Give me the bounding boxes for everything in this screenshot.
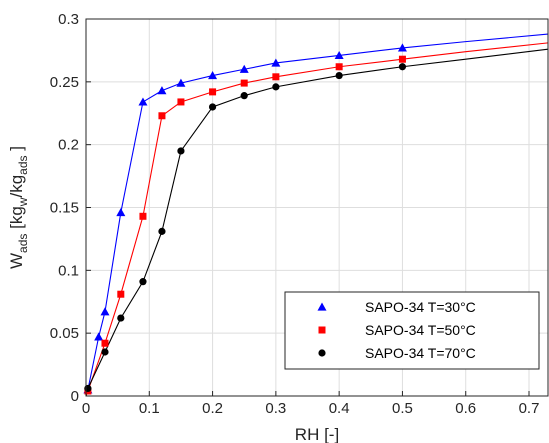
series-3-point — [335, 71, 343, 80]
series-3-point — [240, 92, 248, 100]
series-1-point — [94, 332, 104, 341]
y-tick-label: 0.05 — [50, 325, 79, 342]
series-line-2 — [85, 42, 549, 397]
series-3-point — [101, 348, 109, 356]
series-1-point — [208, 71, 218, 80]
x-tick-label: 0.2 — [202, 400, 223, 417]
series-1-point — [176, 78, 186, 87]
legend-label-2: SAPO-34 T=50°C — [365, 322, 476, 338]
series-2-point — [139, 212, 147, 220]
x-tick-label: 0.1 — [139, 400, 160, 417]
y-axis-label-part: ] — [7, 146, 26, 155]
series-3-point — [272, 83, 280, 91]
y-axis-label-subscript: ads — [16, 234, 30, 253]
markers — [83, 43, 407, 395]
series-1-point — [239, 64, 249, 73]
y-tick-label: 0.2 — [58, 137, 79, 154]
y-axis-label-part: [kg — [7, 206, 26, 233]
series-2-point — [398, 55, 406, 63]
ticks: 0 0.1 0.2 0.3 0.4 0.5 0.6 0.7 0 0.05 0.1 0.15 0.2 0.2… — [50, 11, 540, 417]
y-axis-label-subscript: w — [16, 197, 30, 207]
series-2-point — [209, 88, 217, 96]
legend-marker-3 — [318, 349, 326, 357]
series-3-point — [398, 63, 407, 71]
x-tick-label: 0.6 — [455, 400, 476, 417]
series-3-point — [208, 103, 217, 111]
series-1-point — [397, 43, 407, 52]
legend-marker-1 — [317, 302, 327, 311]
y-tick-label: 0.3 — [58, 11, 79, 28]
series-2-point — [272, 73, 280, 81]
legend-label-1: SAPO-34 T=30°C — [365, 299, 476, 315]
series-3-point — [84, 384, 92, 393]
series-2-point — [101, 339, 109, 347]
series-2-point — [240, 79, 248, 87]
series-3-point — [177, 147, 185, 155]
series-3-point — [158, 227, 166, 235]
series-1-point — [116, 208, 126, 217]
series-1-point — [334, 50, 344, 60]
y-tick-label: 0.1 — [58, 262, 79, 279]
y-axis-label-part: /kg — [7, 175, 26, 198]
y-axis-label-part: W — [7, 253, 26, 269]
grid — [85, 18, 548, 397]
y-axis-label: Wads [kgw/kgads ] — [7, 146, 30, 269]
series-1-point — [100, 307, 110, 316]
y-tick-label: 0.25 — [50, 74, 79, 91]
x-tick-label: 0.7 — [519, 400, 540, 417]
series-1-point — [157, 86, 167, 95]
x-axis-label: RH [-] — [295, 425, 339, 443]
x-tick-label: 0.4 — [329, 400, 350, 417]
legend-box — [284, 291, 540, 370]
legend-marker-2 — [318, 326, 326, 334]
x-tick-label: 0 — [82, 400, 90, 417]
y-tick-label: 0 — [71, 388, 79, 405]
series-2-point — [117, 290, 125, 298]
series-2-point — [158, 112, 166, 120]
series-2-point — [177, 98, 185, 106]
series-2-point — [335, 63, 343, 71]
y-axis-label-subscript: ads — [16, 155, 30, 174]
series-1-point — [271, 58, 281, 67]
x-tick-label: 0.3 — [265, 400, 286, 417]
y-tick-label: 0.15 — [50, 200, 79, 217]
legend: SAPO-34 T=30°C SAPO-34 T=50°C SAPO-34 T=70… — [284, 291, 540, 370]
legend-label-3: SAPO-34 T=70°C — [365, 345, 476, 361]
series-1-point — [138, 97, 148, 106]
x-tick-label: 0.5 — [392, 400, 413, 417]
series-3-point — [139, 278, 147, 286]
series-3-point — [117, 314, 125, 322]
